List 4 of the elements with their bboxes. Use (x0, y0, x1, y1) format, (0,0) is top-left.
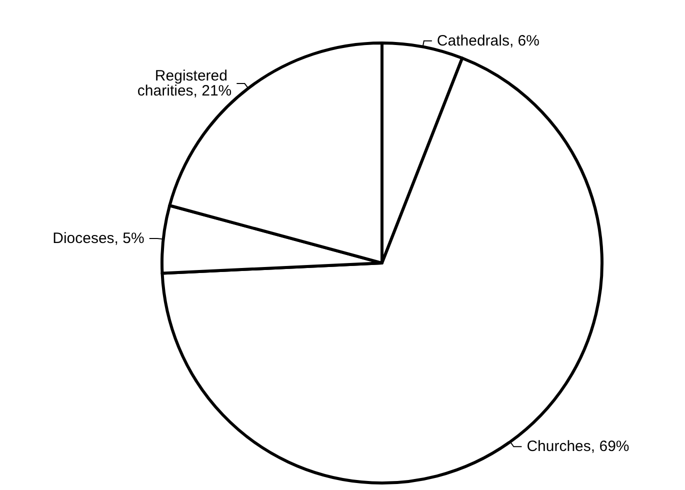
slice-label: Churches, 69% (526, 438, 630, 456)
slice-label: Dioceses, 5% (52, 230, 144, 247)
slice-label: Registered charities, 21% (137, 68, 232, 100)
slice-label: Cathedrals, 6% (436, 32, 540, 50)
